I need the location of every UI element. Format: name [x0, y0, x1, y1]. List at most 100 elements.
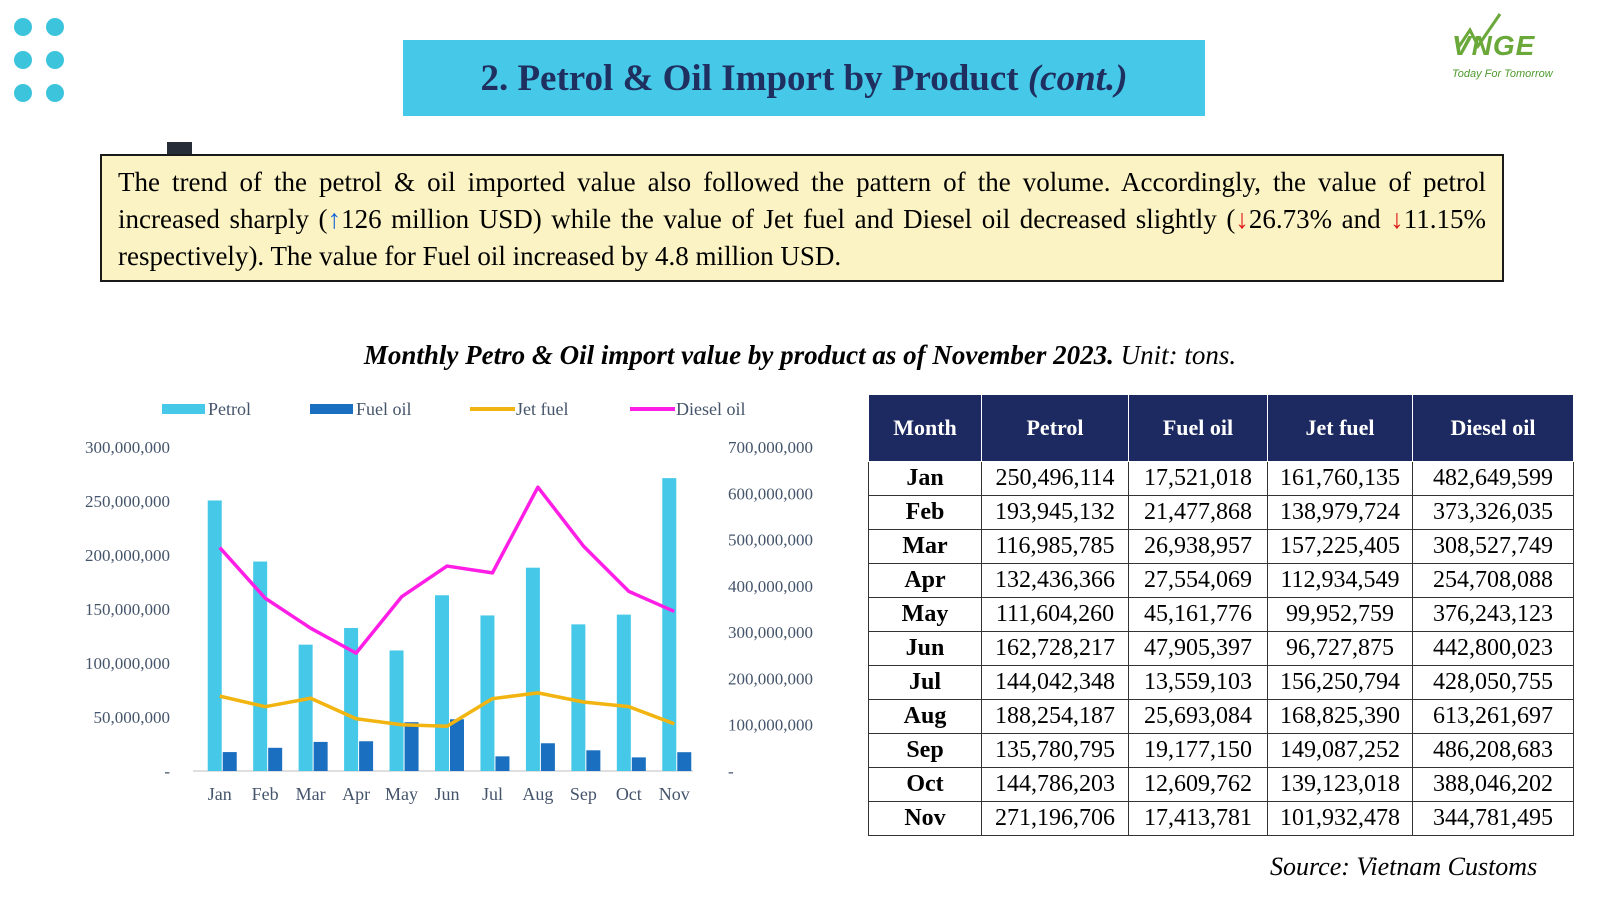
bar-fuel-oil [540, 743, 555, 771]
bar-fuel-oil [495, 756, 510, 771]
table-value-cell: 112,934,549 [1267, 563, 1413, 598]
table-value-cell: 193,945,132 [981, 495, 1129, 530]
x-tick-label: Jul [482, 784, 503, 804]
chart-caption: Monthly Petro & Oil import value by prod… [0, 340, 1600, 371]
table-header-cell: Diesel oil [1412, 394, 1574, 462]
y-left-tick-label: - [164, 762, 170, 781]
summary-text-1: The trend of the petrol & oil imported v… [118, 167, 1486, 234]
table-row: Mar 116,985,785 26,938,957 157,225,405 308,5… [868, 529, 1574, 564]
bar-fuel-oil [631, 757, 646, 771]
title-banner: 2. Petrol & Oil Import by Product (cont.… [403, 40, 1205, 116]
logo-tagline: Today For Tomorrow [1452, 68, 1553, 80]
y-right-tick-label: 300,000,000 [728, 623, 813, 642]
page-title: 2. Petrol & Oil Import by Product (cont.… [480, 57, 1127, 100]
table-header-cell: Jet fuel [1267, 394, 1413, 462]
arrow-down-icon: ↓ [1235, 204, 1249, 234]
table-value-cell: 486,208,683 [1412, 733, 1574, 768]
table-header-row: Month Petrol Fuel oil Jet fuel Diesel oi… [868, 394, 1574, 462]
bar-petrol [344, 627, 359, 771]
table-value-cell: 308,527,749 [1412, 529, 1574, 564]
table-month-cell: Oct [868, 767, 982, 802]
y-left-tick-label: 100,000,000 [85, 654, 170, 673]
y-right-tick-label: 700,000,000 [728, 438, 813, 457]
company-logo: VNGE Today For Tomorrow [1440, 8, 1600, 88]
bar-petrol [480, 615, 495, 771]
import-value-chart: - 50,000,000 100,000,000 150,000,000 200,000… [85, 399, 813, 804]
x-tick-label: Aug [522, 784, 553, 804]
bar-fuel-oil [586, 750, 601, 771]
legend-swatch [310, 404, 353, 414]
y-right-tick-label: 200,000,000 [728, 669, 813, 688]
table-value-cell: 388,046,202 [1412, 767, 1574, 802]
y-right-tick-label: 400,000,000 [728, 577, 813, 596]
bar-fuel-oil [359, 741, 374, 771]
caption-unit: Unit: tons. [1113, 340, 1237, 370]
bar-petrol [389, 650, 404, 771]
y-right-tick-label: 100,000,000 [728, 716, 813, 735]
bar-petrol [298, 644, 313, 771]
arrow-down-icon: ↓ [1390, 204, 1404, 234]
x-tick-label: Nov [659, 784, 690, 804]
table-value-cell: 144,042,348 [981, 665, 1129, 700]
summary-text-3: 26.73% and [1248, 204, 1391, 234]
x-tick-label: Jan [208, 784, 232, 804]
bar-fuel-oil [450, 719, 464, 771]
table-header-cell: Month [868, 394, 982, 462]
y-right-tick-label: 500,000,000 [728, 531, 813, 550]
table-value-cell: 138,979,724 [1267, 495, 1413, 530]
y-left-tick-label: 50,000,000 [94, 708, 171, 727]
x-tick-label: Oct [616, 784, 642, 804]
y-left-tick-label: 300,000,000 [85, 438, 170, 457]
table-value-cell: 12,609,762 [1128, 767, 1268, 802]
arrow-up-icon: ↑ [327, 204, 342, 234]
bar-petrol [207, 500, 222, 771]
dot-grid-icon [14, 18, 74, 108]
import-value-table: Month Petrol Fuel oil Jet fuel Diesel oi… [868, 394, 1574, 836]
table-value-cell: 162,728,217 [981, 631, 1129, 666]
table-value-cell: 442,800,023 [1412, 631, 1574, 666]
table-month-cell: Aug [868, 699, 982, 734]
table-value-cell: 96,727,875 [1267, 631, 1413, 666]
table-value-cell: 613,261,697 [1412, 699, 1574, 734]
table-month-cell: Jul [868, 665, 982, 700]
table-value-cell: 99,952,759 [1267, 597, 1413, 632]
table-value-cell: 26,938,957 [1128, 529, 1268, 564]
title-main: 2. Petrol & Oil Import by Product [480, 57, 1028, 99]
table-row: Jul 144,042,348 13,559,103 156,250,794 428,0… [868, 665, 1574, 700]
x-tick-label: Jun [434, 784, 459, 804]
y-right-tick-label: - [728, 762, 734, 781]
x-tick-label: Sep [570, 784, 597, 804]
table-value-cell: 482,649,599 [1412, 461, 1574, 496]
x-tick-label: May [385, 784, 418, 804]
legend-label: Diesel oil [676, 399, 746, 419]
table-value-cell: 254,708,088 [1412, 563, 1574, 598]
table-month-cell: Nov [868, 801, 982, 836]
table-value-cell: 17,521,018 [1128, 461, 1268, 496]
logo-word: VNGE [1452, 30, 1536, 61]
bar-petrol [435, 595, 449, 771]
source-note: Source: Vietnam Customs [1270, 852, 1538, 881]
bar-petrol [253, 561, 268, 771]
table-value-cell: 13,559,103 [1128, 665, 1268, 700]
y-right-tick-label: 600,000,000 [728, 484, 813, 503]
table-month-cell: Jun [868, 631, 982, 666]
y-left-tick-label: 200,000,000 [85, 546, 170, 565]
table-header-cell: Fuel oil [1128, 394, 1268, 462]
legend-label: Petrol [208, 399, 251, 419]
table-value-cell: 135,780,795 [981, 733, 1129, 768]
table-value-cell: 156,250,794 [1267, 665, 1413, 700]
table-month-cell: Sep [868, 733, 982, 768]
table-row: Feb 193,945,132 21,477,868 138,979,724 373,3… [868, 495, 1574, 530]
summary-note: The trend of the petrol & oil imported v… [100, 154, 1504, 282]
table-month-cell: Mar [868, 529, 982, 564]
summary-text-4: 11.15% respectively). The value for Fuel… [118, 204, 1486, 271]
x-tick-label: Apr [342, 784, 370, 804]
legend-label: Jet fuel [516, 399, 568, 419]
table-month-cell: Feb [868, 495, 982, 530]
table-value-cell: 250,496,114 [981, 461, 1129, 496]
legend-label: Fuel oil [356, 399, 412, 419]
table-row: Aug 188,254,187 25,693,084 168,825,390 613,2… [868, 699, 1574, 734]
table-value-cell: 373,326,035 [1412, 495, 1574, 530]
table-row: Jan 250,496,114 17,521,018 161,760,135 482,6… [868, 461, 1574, 496]
table-row: Nov 271,196,706 17,413,781 101,932,478 344,7… [868, 801, 1574, 836]
